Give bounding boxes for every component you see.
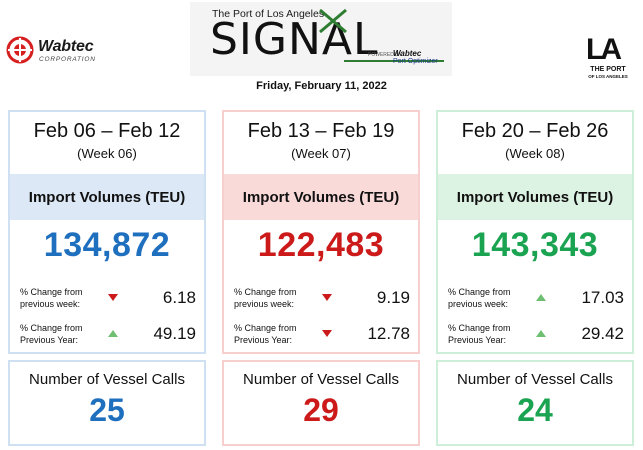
prev-week-label: % Change from previous week:	[234, 287, 297, 309]
prev-year-label: % Change from Previous Year:	[20, 323, 83, 345]
teu-value: 134,872	[43, 226, 171, 264]
trend-up-icon	[536, 294, 546, 301]
trend-up-icon	[536, 330, 546, 337]
wabtec-subtitle: CORPORATION	[39, 56, 96, 63]
header: Wabtec CORPORATION The Port of Los Angel…	[0, 0, 643, 105]
prev-year-label: % Change from Previous Year:	[448, 323, 511, 345]
vessel-calls-card: Number of Vessel Calls 24	[436, 360, 634, 446]
signal-x-icon	[319, 8, 347, 34]
week-number: (Week 06)	[77, 146, 137, 161]
la-letters: LA	[586, 33, 622, 66]
teu-value: 122,483	[257, 226, 385, 264]
wabtec-mark-icon	[6, 36, 34, 64]
prev-year-value: 29.42	[581, 324, 624, 343]
signal-powered-by: POWERED BY	[368, 52, 402, 58]
trend-down-icon	[322, 330, 332, 337]
signal-product: Port Optimizer	[393, 58, 438, 65]
prev-week-label: % Change from previous week:	[20, 287, 83, 309]
signal-wabtec: Wabtec	[393, 49, 422, 58]
import-card: Feb 13 – Feb 19 (Week 07) Import Volumes…	[222, 110, 420, 354]
week-range: Feb 13 – Feb 19	[247, 120, 395, 142]
import-header: Import Volumes (TEU)	[438, 174, 632, 220]
teu-value: 143,343	[471, 226, 599, 264]
week-range: Feb 20 – Feb 26	[461, 120, 609, 142]
signal-underline	[344, 60, 444, 62]
vessel-calls-title: Number of Vessel Calls	[29, 371, 185, 388]
signal-wordmark: SIGNAL	[210, 14, 379, 65]
trend-down-icon	[322, 294, 332, 301]
vessel-calls-title: Number of Vessel Calls	[243, 371, 399, 388]
vessel-calls-value: 24	[517, 392, 553, 428]
signal-logo: The Port of Los Angeles SIGNAL POWERED B…	[190, 2, 452, 76]
import-title: Import Volumes (TEU)	[242, 189, 400, 206]
prev-year-change: % Change from Previous Year: 49.19	[10, 320, 204, 350]
trend-up-icon	[108, 330, 118, 337]
import-title: Import Volumes (TEU)	[28, 189, 186, 206]
prev-week-value: 9.19	[376, 288, 410, 307]
prev-week-value: 17.03	[581, 288, 624, 307]
vessel-calls-value: 25	[89, 392, 125, 428]
import-card: Feb 06 – Feb 12 (Week 06) Import Volumes…	[8, 110, 206, 354]
import-card: Feb 20 – Feb 26 (Week 08) Import Volumes…	[436, 110, 634, 354]
vessel-calls-card: Number of Vessel Calls 25	[8, 360, 206, 446]
la-port-text: THE PORT	[590, 66, 626, 73]
prev-year-change: % Change from Previous Year: 12.78	[224, 320, 418, 350]
vessel-calls-card: Number of Vessel Calls 29	[222, 360, 420, 446]
wabtec-logo: Wabtec CORPORATION	[6, 36, 96, 68]
wabtec-wordmark: Wabtec	[38, 38, 94, 55]
week-number: (Week 08)	[505, 146, 565, 161]
la-sub-text: OF LOS ANGELES	[588, 74, 628, 79]
vessel-calls-title: Number of Vessel Calls	[457, 371, 613, 388]
prev-year-value: 12.78	[367, 324, 410, 343]
prev-week-change: % Change from previous week: 6.18	[10, 284, 204, 314]
import-header: Import Volumes (TEU)	[224, 174, 418, 220]
vessel-calls-value: 29	[303, 392, 339, 428]
port-of-la-logo: LA THE PORT OF LOS ANGELES	[584, 34, 632, 84]
prev-week-change: % Change from previous week: 9.19	[224, 284, 418, 314]
trend-down-icon	[108, 294, 118, 301]
report-date: Friday, February 11, 2022	[256, 80, 387, 92]
prev-year-label: % Change from Previous Year:	[234, 323, 297, 345]
import-header: Import Volumes (TEU)	[10, 174, 204, 220]
prev-week-label: % Change from previous week:	[448, 287, 511, 309]
prev-year-change: % Change from Previous Year: 29.42	[438, 320, 632, 350]
prev-week-value: 6.18	[162, 288, 196, 307]
week-range: Feb 06 – Feb 12	[33, 120, 181, 142]
prev-year-value: 49.19	[153, 324, 196, 343]
week-number: (Week 07)	[291, 146, 351, 161]
import-title: Import Volumes (TEU)	[456, 189, 614, 206]
signal-port-name: The Port of Los Angeles	[212, 8, 325, 20]
prev-week-change: % Change from previous week: 17.03	[438, 284, 632, 314]
